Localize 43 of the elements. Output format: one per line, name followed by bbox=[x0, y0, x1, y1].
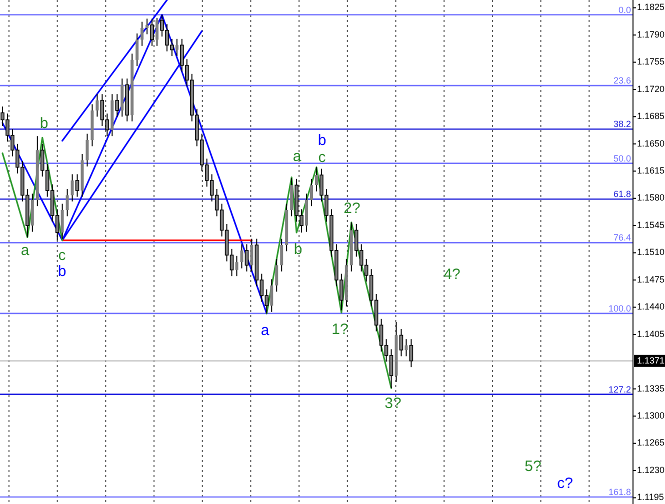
annotation: 61.8 bbox=[613, 189, 631, 200]
annotation: a bbox=[292, 148, 302, 165]
y-tick-label: 1.1580 bbox=[637, 192, 665, 203]
annotation: b bbox=[294, 240, 302, 258]
y-tick-label: 1.1475 bbox=[637, 274, 665, 284]
y-tick-label: 1.1230 bbox=[637, 464, 665, 475]
y-tick-label: 1.1825 bbox=[637, 2, 665, 12]
y-tick-label: 1.1790 bbox=[637, 29, 665, 40]
annotation: 4? bbox=[444, 266, 460, 283]
y-tick-label: 1.1510 bbox=[637, 247, 665, 258]
annotation: 23.6 bbox=[613, 76, 631, 86]
y-tick-label: 1.1335 bbox=[637, 383, 665, 394]
y-tick-label: 1.1545 bbox=[637, 220, 665, 230]
annotation: 161.8 bbox=[608, 487, 631, 497]
y-tick-label: 1.1405 bbox=[637, 328, 665, 339]
annotation: 1? bbox=[332, 320, 348, 338]
annotation: 76.4 bbox=[613, 232, 631, 243]
y-tick-label: 1.1615 bbox=[637, 165, 665, 176]
annotation: 100.0 bbox=[608, 303, 631, 314]
annotation: 127.2 bbox=[608, 384, 631, 394]
annotation: 3? bbox=[384, 394, 402, 412]
annotation: b bbox=[40, 114, 48, 132]
annotation: a bbox=[260, 322, 270, 339]
ref-line-label: 1.1371 bbox=[637, 355, 665, 366]
y-tick-label: 1.1300 bbox=[637, 410, 665, 420]
y-tick-label: 1.1685 bbox=[637, 111, 665, 122]
annotation: 50.0 bbox=[613, 153, 631, 164]
y-tick-label: 1.1755 bbox=[637, 56, 665, 67]
y-tick-label: 1.1265 bbox=[637, 438, 665, 448]
y-tick-label: 1.1720 bbox=[637, 84, 665, 94]
annotation: c bbox=[58, 246, 66, 264]
annotation: a bbox=[20, 242, 30, 259]
y-tick-label: 1.1650 bbox=[637, 138, 665, 148]
annotation: b bbox=[58, 262, 66, 280]
annotation: 38.2 bbox=[613, 119, 631, 130]
annotation: 2? bbox=[344, 200, 360, 217]
annotation: 0.0 bbox=[618, 4, 631, 15]
annotation: c bbox=[318, 148, 326, 166]
y-tick-label: 1.1195 bbox=[637, 492, 664, 502]
y-tick-label: 1.1440 bbox=[637, 302, 665, 312]
annotation: c? bbox=[557, 474, 573, 492]
annotation: 5? bbox=[524, 458, 542, 475]
annotation: b bbox=[318, 132, 326, 149]
